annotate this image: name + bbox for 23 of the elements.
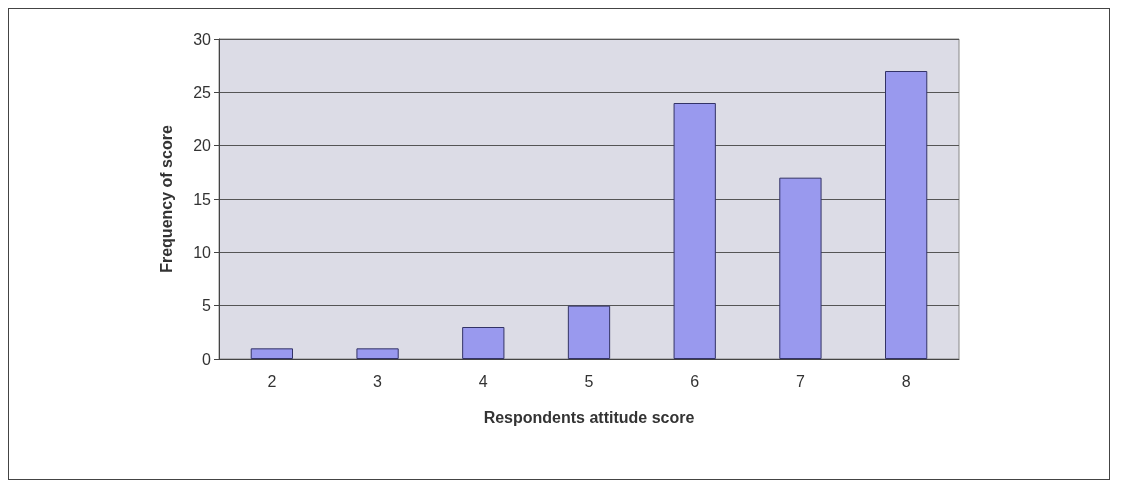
y-tick-label: 5 [202, 297, 212, 315]
bar [250, 348, 293, 359]
y-tick-label: 15 [193, 190, 212, 208]
bar [356, 348, 399, 359]
bar [462, 327, 505, 359]
y-tick-label: 10 [193, 243, 212, 261]
x-axis-title: Respondents attitude score [483, 408, 695, 426]
y-axis-title: Frequency of score [157, 125, 175, 273]
bar [885, 71, 928, 359]
x-tick-label: 5 [584, 372, 594, 390]
bar [779, 177, 822, 359]
y-tick-label: 25 [193, 83, 212, 101]
x-tick-label: 2 [267, 372, 277, 390]
x-tick-label: 7 [795, 372, 805, 390]
x-tick-label: 6 [690, 372, 700, 390]
bar [567, 305, 611, 359]
x-tick-label: 3 [373, 372, 383, 390]
y-tick-label: 20 [193, 137, 212, 155]
x-tick-label: 8 [901, 372, 911, 390]
bar [673, 103, 716, 359]
x-tick-label: 4 [478, 372, 488, 390]
y-tick-label: 0 [202, 350, 212, 368]
y-tick-label: 30 [193, 30, 212, 48]
